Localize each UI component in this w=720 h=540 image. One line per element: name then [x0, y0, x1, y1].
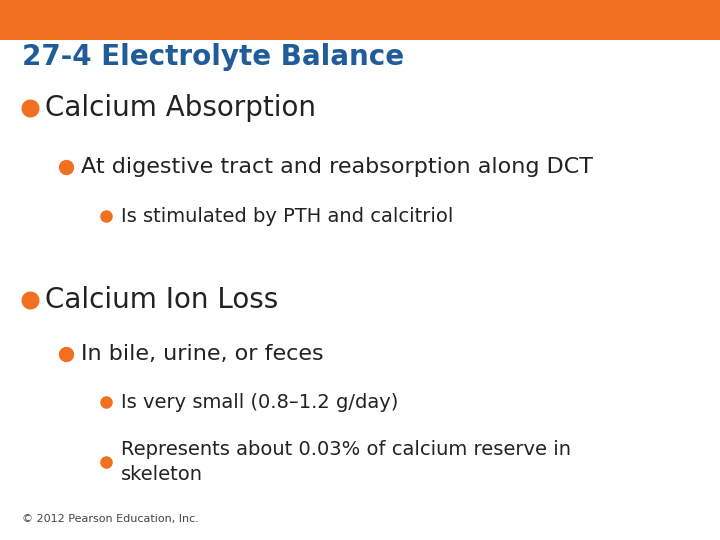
FancyBboxPatch shape — [0, 0, 720, 40]
Text: 27-4 Electrolyte Balance: 27-4 Electrolyte Balance — [22, 43, 404, 71]
Text: At digestive tract and reabsorption along DCT: At digestive tract and reabsorption alon… — [81, 157, 593, 178]
Text: © 2012 Pearson Education, Inc.: © 2012 Pearson Education, Inc. — [22, 514, 199, 524]
Text: Is stimulated by PTH and calcitriol: Is stimulated by PTH and calcitriol — [121, 206, 454, 226]
Text: Is very small (0.8–1.2 g/day): Is very small (0.8–1.2 g/day) — [121, 393, 398, 412]
Text: In bile, urine, or feces: In bile, urine, or feces — [81, 343, 324, 364]
Text: Calcium Ion Loss: Calcium Ion Loss — [45, 286, 279, 314]
Text: Calcium Absorption: Calcium Absorption — [45, 94, 316, 122]
Text: Represents about 0.03% of calcium reserve in
skeleton: Represents about 0.03% of calcium reserv… — [121, 440, 571, 484]
